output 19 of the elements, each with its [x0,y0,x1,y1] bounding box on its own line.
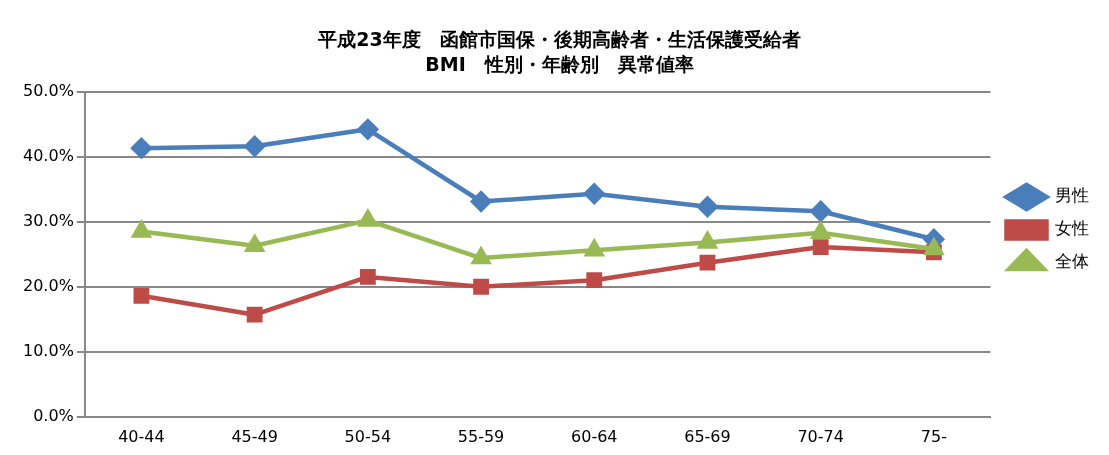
y-tick-label: 20.0% [23,275,74,295]
x-tick-label: 40-44 [118,426,165,446]
y-tick-label: 50.0% [23,80,74,100]
x-tick-label: 45-49 [231,426,278,446]
y-tick-label: 30.0% [23,210,74,230]
x-tick-label: 65-69 [684,426,731,446]
x-tick-label: 70-74 [797,426,844,446]
y-tick-label: 0.0% [33,405,74,425]
x-tick-label: 75- [920,426,947,446]
legend-label: 女性 [1055,218,1089,239]
legend-label: 全体 [1055,251,1089,272]
legend-label: 男性 [1055,185,1089,206]
x-tick-label: 50-54 [344,426,392,446]
x-tick-label: 60-64 [571,426,618,446]
chart-title: 平成23年度 函館市国保・後期高齢者・生活保護受給者 [317,28,801,51]
y-tick-label: 40.0% [23,145,74,165]
y-tick-label: 10.0% [23,340,74,360]
chart-subtitle: BMI 性別・年齢別 異常値率 [425,53,694,76]
x-tick-label: 55-59 [457,426,505,446]
